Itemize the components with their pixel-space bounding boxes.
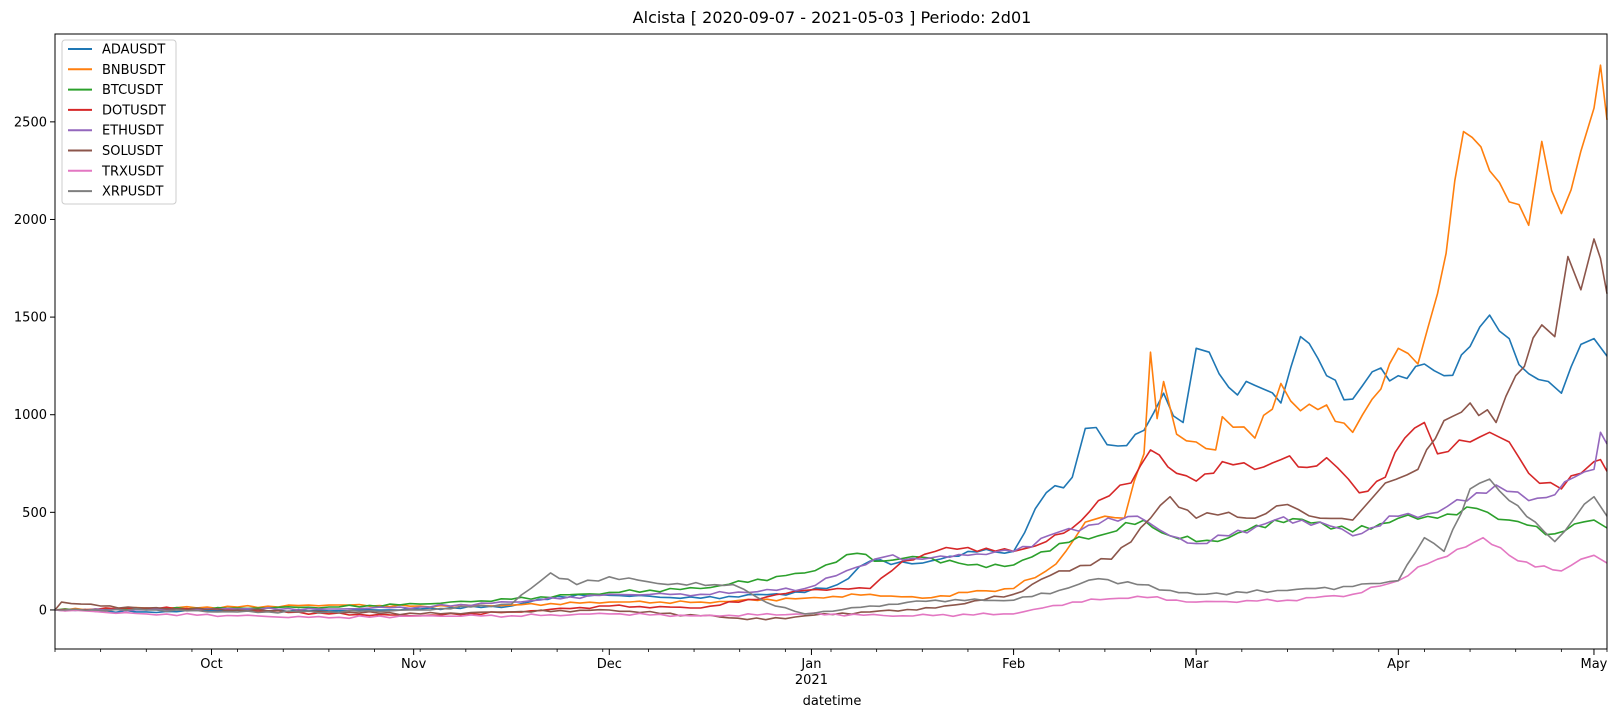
x-tick-label: Oct [200,657,222,672]
x-axis-label: datetime [803,694,862,709]
legend-label: TRXUSDT [101,164,164,179]
x-tick-label: Dec [597,657,622,672]
y-tick-label: 0 [39,603,47,618]
x-tick-label: May [1581,657,1608,672]
legend-label: BTCUSDT [102,83,163,98]
plot-lines [54,64,1608,621]
series-line-btcusdt [54,506,1608,611]
legend-label: ADAUSDT [102,43,165,58]
legend-box [61,39,177,205]
y-tick-label: 2000 [14,213,47,228]
y-tick-label: 500 [22,506,47,521]
legend-label: BNBUSDT [102,63,165,78]
x-tick-label: Nov [401,657,427,672]
legend-label: SOLUSDT [102,144,163,159]
legend: ADAUSDT BNBUSDT BTCUSDT DOTUSDT ETHUSDT SOLUS… [61,39,177,205]
legend-label: DOTUSDT [102,103,166,118]
x-tick-label: Apr [1387,657,1410,672]
x-tick-year-label: 2021 [795,673,828,688]
series-line-ethusdt [54,431,1608,612]
series-line-bnbusdt [54,64,1608,611]
y-axis: 0 500 1000 1500 2000 2500 [14,115,55,618]
legend-label: ETHUSDT [102,124,164,139]
series-line-adausdt [54,314,1608,614]
x-tick-label: Feb [1002,657,1025,672]
legend-label: XRPUSDT [102,185,164,200]
x-tick-label: Jan [800,657,821,672]
series-line-solusdt [54,238,1608,621]
chart-title: Alcista [ 2020-09-07 - 2021-05-03 ] Peri… [633,8,1032,27]
y-tick-label: 1000 [14,408,47,423]
series-line-trxusdt [54,536,1608,620]
y-tick-label: 2500 [14,115,47,130]
series-line-xrpusdt [54,478,1608,615]
plot-frame [54,33,1608,650]
y-tick-label: 1500 [14,311,47,326]
x-tick-label: Mar [1184,657,1209,672]
